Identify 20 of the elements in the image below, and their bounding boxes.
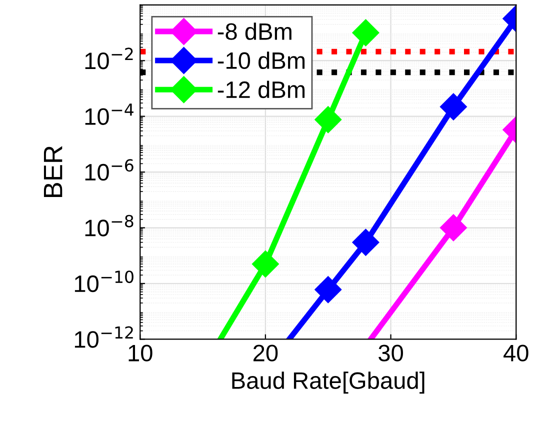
legend-label: -8 dBm (218, 22, 292, 40)
point (440, 93, 467, 120)
point (314, 106, 342, 134)
point (352, 19, 380, 46)
y-tick-label: 10$^{−2}$ (85, 48, 133, 70)
y-axis-title: BER (44, 146, 62, 198)
y-tick-label: 10$^{−10}$ (74, 270, 134, 292)
legend-label: -10 dBm (218, 52, 305, 70)
legend-label: -12 dBm (218, 80, 305, 98)
x-tick-label: 20 (254, 344, 278, 362)
point (314, 276, 342, 304)
point (352, 228, 380, 256)
x-tick-label: 30 (378, 344, 403, 362)
y-tick-label: 10$^{−8}$ (85, 214, 134, 236)
point (252, 250, 279, 278)
y-tick-label: 10$^{−4}$ (85, 104, 134, 125)
x-tick-label: 40 (504, 344, 528, 362)
x-tick-label: 10 (128, 344, 152, 362)
x-axis-title: Baud Rate[Gbaud] (232, 372, 424, 394)
y-tick-label: 10$^{−6}$ (85, 159, 134, 181)
